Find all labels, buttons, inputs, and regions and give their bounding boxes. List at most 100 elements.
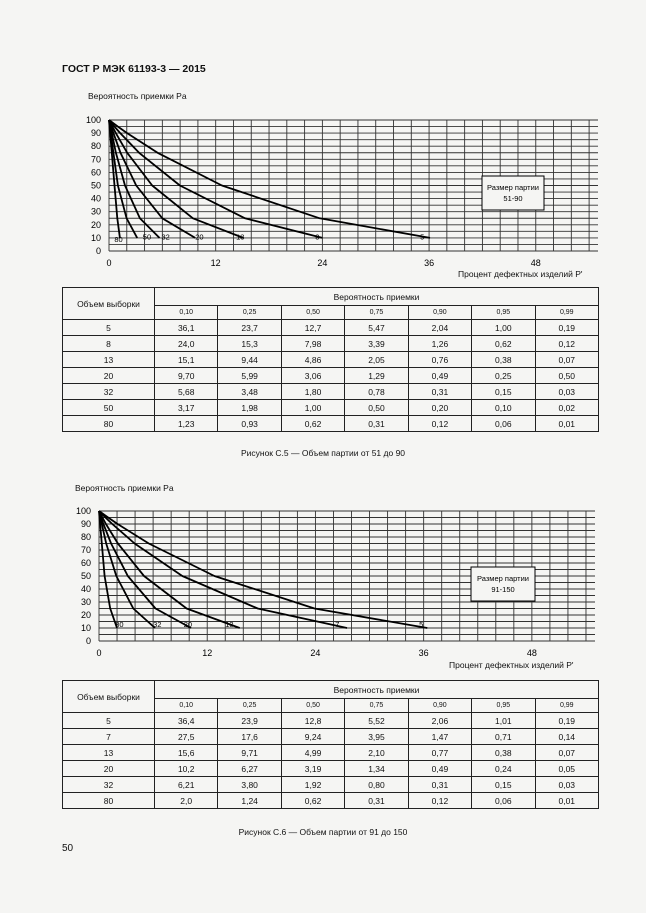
value-cell: 0,14 (534, 728, 600, 745)
sample-size-cell: 20 (62, 367, 155, 384)
y-tick-label: 60 (91, 167, 101, 177)
prob-column-header: 0,25 (217, 305, 282, 320)
sample-size-cell: 5 (62, 712, 155, 729)
curve-label-n32: 32 (161, 233, 169, 242)
curve-label-n80: 80 (115, 620, 123, 629)
value-cell: 1,00 (280, 399, 346, 416)
oc-curve-n7 (98, 510, 348, 629)
lot-size-range: 51-90 (503, 194, 522, 203)
x-tick-label: 12 (211, 258, 221, 268)
value-cell: 0,50 (534, 367, 600, 384)
prob-column-header: 0,90 (407, 698, 473, 713)
lot-size-label: Размер партии (477, 574, 529, 583)
value-cell: 0,93 (217, 415, 282, 432)
value-cell: 0,62 (280, 415, 346, 432)
table-row: 13 15,1 9,44 4,86 2,05 0,76 0,38 0,07 (62, 351, 600, 368)
value-cell: 0,03 (534, 383, 600, 400)
x-tick-label: 36 (424, 258, 434, 268)
x-tick-label: 0 (106, 258, 111, 268)
value-cell: 15,6 (153, 744, 219, 761)
table-row: 20 10,2 6,27 3,19 1,34 0,49 0,24 0,05 (62, 760, 600, 777)
value-cell: 2,06 (407, 712, 473, 729)
value-cell: 0,31 (344, 415, 409, 432)
value-cell: 2,0 (153, 792, 219, 809)
y-tick-label: 70 (81, 545, 91, 555)
table-row: 20 9,70 5,99 3,06 1,29 0,49 0,25 0,50 (62, 367, 600, 384)
table1-header-sample-size: Объем выборки (62, 287, 155, 320)
value-cell: 0,78 (344, 383, 409, 400)
table2-body: 5 36,4 23,9 12,8 5,52 2,06 1,01 0,19 7 27,5 17,6 9,… (62, 712, 600, 809)
table-row: 80 2,0 1,24 0,62 0,31 0,12 0,06 0,01 (62, 792, 600, 809)
value-cell: 0,19 (534, 712, 600, 729)
value-cell: 0,12 (534, 335, 600, 352)
value-cell: 0,76 (407, 351, 473, 368)
lot-size-box (470, 566, 536, 602)
value-cell: 0,62 (280, 792, 346, 809)
y-tick-label: 20 (81, 610, 91, 620)
lot-size-label: Размер партии (487, 183, 539, 192)
x-tick-label: 24 (310, 648, 320, 658)
prob-column-header: 0,10 (153, 305, 219, 320)
oc-curve-n13 (98, 510, 241, 629)
x-tick-label: 48 (531, 258, 541, 268)
value-cell: 1,24 (217, 792, 282, 809)
sample-size-cell: 13 (62, 744, 155, 761)
value-cell: 7,98 (280, 335, 346, 352)
value-cell: 2,04 (407, 319, 473, 336)
lot-size-range: 91-150 (491, 585, 514, 594)
value-cell: 3,48 (217, 383, 282, 400)
value-cell: 3,17 (153, 399, 219, 416)
value-cell: 24,0 (153, 335, 219, 352)
value-cell: 5,99 (217, 367, 282, 384)
value-cell: 5,52 (344, 712, 409, 729)
y-tick-label: 90 (91, 128, 101, 138)
prob-column-header: 0,90 (407, 305, 473, 320)
value-cell: 1,23 (153, 415, 219, 432)
prob-column-header: 0,25 (217, 698, 282, 713)
y-tick-label: 80 (91, 141, 101, 151)
sample-size-cell: 32 (62, 776, 155, 793)
table-row: 50 3,17 1,98 1,00 0,50 0,20 0,10 0,02 (62, 399, 600, 416)
value-cell: 0,38 (471, 351, 536, 368)
value-cell: 4,99 (280, 744, 346, 761)
value-cell: 5,47 (344, 319, 409, 336)
page-number: 50 (62, 843, 74, 854)
value-cell: 3,19 (280, 760, 346, 777)
value-cell: 15,3 (217, 335, 282, 352)
value-cell: 1,26 (407, 335, 473, 352)
sample-size-cell: 8 (62, 335, 155, 352)
sample-size-cell: 5 (62, 319, 155, 336)
x-tick-label: 12 (202, 648, 212, 658)
value-cell: 0,15 (471, 776, 536, 793)
chart1-acceptance-curves: 0 10 20 30 40 50 60 70 80 90 100 0 12 24 36 48 5 8 13 20 32 5… (86, 115, 598, 268)
value-cell: 0,06 (471, 415, 536, 432)
prob-column-header: 0,50 (280, 698, 346, 713)
y-tick-label: 0 (96, 246, 101, 256)
value-cell: 0,49 (407, 367, 473, 384)
table-row: 32 5,68 3,48 1,80 0,78 0,31 0,15 0,03 (62, 383, 600, 400)
value-cell: 2,05 (344, 351, 409, 368)
value-cell: 4,86 (280, 351, 346, 368)
value-cell: 1,29 (344, 367, 409, 384)
oc-curve-n13 (108, 119, 244, 239)
prob-column-header: 0,75 (344, 698, 409, 713)
value-cell: 0,05 (534, 760, 600, 777)
y-tick-label: 0 (86, 636, 91, 646)
y-tick-label: 10 (81, 623, 91, 633)
table-row: 13 15,6 9,71 4,99 2,10 0,77 0,38 0,07 (62, 744, 600, 761)
curve-label-n32: 32 (153, 620, 161, 629)
value-cell: 0,12 (407, 415, 473, 432)
chart2-xlabel: Процент дефектных изделий P' (449, 660, 574, 670)
value-cell: 5,68 (153, 383, 219, 400)
value-cell: 9,70 (153, 367, 219, 384)
table1-body: 5 36,1 23,7 12,7 5,47 2,04 1,00 0,19 8 24,0 15,3 7,… (62, 319, 600, 432)
value-cell: 0,01 (534, 792, 600, 809)
y-tick-label: 40 (91, 194, 101, 204)
value-cell: 0,77 (407, 744, 473, 761)
table-row: 8 24,0 15,3 7,98 3,39 1,26 0,62 0,12 (62, 335, 600, 352)
x-tick-label: 0 (96, 648, 101, 658)
value-cell: 23,9 (217, 712, 282, 729)
prob-column-header: 0,99 (534, 698, 600, 713)
value-cell: 0,02 (534, 399, 600, 416)
oc-curve-n8 (108, 119, 323, 239)
